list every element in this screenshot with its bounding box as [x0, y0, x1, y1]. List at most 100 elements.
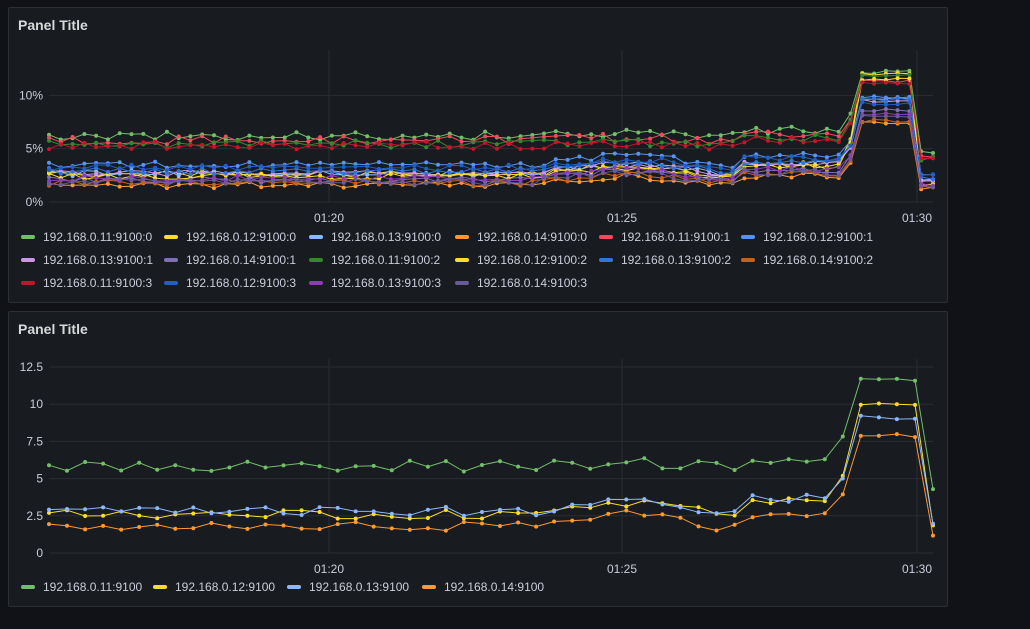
- legend-item[interactable]: 192.168.0.13:9100:1: [21, 253, 153, 267]
- legend-item[interactable]: 192.168.0.14:9100:0: [455, 230, 587, 244]
- legend-item[interactable]: 192.168.0.12:9100:1: [741, 230, 873, 244]
- data-point: [176, 178, 181, 183]
- data-point: [200, 179, 205, 184]
- data-point: [742, 176, 747, 181]
- data-point: [636, 159, 641, 164]
- data-point: [70, 165, 75, 169]
- data-point: [542, 165, 546, 170]
- data-point: [188, 134, 193, 139]
- data-point: [895, 96, 900, 101]
- data-point: [212, 166, 216, 170]
- data-point: [876, 415, 881, 420]
- data-point: [648, 140, 653, 144]
- legend-item[interactable]: 192.168.0.14:9100: [422, 580, 544, 594]
- data-point: [813, 162, 818, 167]
- legend-item[interactable]: 192.168.0.11:9100:2: [309, 253, 440, 267]
- data-point: [318, 135, 323, 140]
- legend-item[interactable]: 192.168.0.12:9100:2: [455, 253, 587, 267]
- data-point: [117, 131, 122, 136]
- legend-item[interactable]: 192.168.0.12:9100:0: [164, 230, 296, 244]
- panel-title[interactable]: Panel Title: [18, 17, 88, 33]
- data-point: [270, 169, 275, 174]
- data-point: [335, 505, 340, 510]
- data-point: [353, 464, 358, 469]
- data-point: [601, 156, 605, 161]
- data-point: [518, 178, 523, 183]
- legend-item[interactable]: 192.168.0.13:9100: [287, 580, 409, 594]
- data-point: [518, 181, 523, 186]
- legend-item[interactable]: 192.168.0.13:9100:3: [309, 276, 441, 290]
- series-line: [48, 79, 934, 158]
- data-point: [913, 402, 917, 407]
- data-point: [577, 162, 582, 167]
- data-point: [530, 172, 535, 177]
- data-point: [913, 435, 917, 440]
- data-point: [47, 160, 51, 165]
- data-point: [299, 513, 304, 517]
- data-point: [483, 173, 488, 178]
- data-point: [173, 463, 178, 468]
- legend-item[interactable]: 192.168.0.13:9100:2: [599, 253, 731, 267]
- data-point: [612, 151, 617, 156]
- data-point: [101, 461, 106, 466]
- data-point: [480, 521, 484, 526]
- data-point: [70, 183, 75, 188]
- data-point: [341, 165, 346, 169]
- data-point: [200, 182, 205, 187]
- legend-color-swatch: [164, 281, 178, 285]
- data-point: [227, 524, 232, 529]
- data-point: [801, 129, 806, 134]
- data-point: [82, 166, 87, 171]
- legend-item[interactable]: 192.168.0.11:9100:0: [21, 230, 152, 244]
- panel-title[interactable]: Panel Title: [18, 321, 88, 337]
- data-point: [425, 516, 430, 520]
- data-point: [883, 111, 888, 116]
- data-point: [164, 168, 169, 173]
- data-point: [245, 506, 250, 511]
- data-point: [730, 180, 735, 185]
- data-point: [365, 134, 370, 139]
- data-point: [47, 178, 51, 183]
- legend-label: 192.168.0.14:9100:2: [763, 253, 874, 267]
- data-point: [754, 155, 759, 160]
- data-point: [552, 509, 557, 514]
- data-point: [70, 145, 75, 150]
- legend-item[interactable]: 192.168.0.12:9100: [153, 580, 275, 594]
- data-point: [70, 169, 75, 174]
- legend-item[interactable]: 192.168.0.11:9100:1: [599, 230, 730, 244]
- data-point: [245, 513, 250, 518]
- data-point: [263, 522, 268, 527]
- data-point: [659, 156, 664, 161]
- legend-item[interactable]: 192.168.0.11:9100:3: [21, 276, 152, 290]
- legend-item[interactable]: 192.168.0.14:9100:3: [455, 276, 587, 290]
- data-point: [588, 502, 593, 507]
- legend-item[interactable]: 192.168.0.12:9100:3: [164, 276, 296, 290]
- data-point: [876, 433, 881, 438]
- data-point: [371, 509, 376, 514]
- data-point: [425, 464, 430, 469]
- data-point: [624, 161, 629, 165]
- data-point: [530, 133, 535, 137]
- data-point: [768, 501, 773, 506]
- legend-item[interactable]: 192.168.0.13:9100:0: [309, 230, 441, 244]
- data-point: [931, 151, 935, 155]
- data-point: [223, 181, 228, 186]
- data-point: [683, 179, 688, 183]
- legend-item[interactable]: 192.168.0.11:9100: [21, 580, 142, 594]
- data-point: [789, 175, 794, 180]
- data-point: [506, 141, 511, 146]
- data-point: [388, 171, 393, 176]
- data-point: [642, 513, 647, 518]
- data-point: [212, 133, 216, 138]
- data-point: [141, 162, 146, 167]
- data-point: [612, 173, 617, 178]
- data-point: [589, 175, 594, 180]
- data-point: [494, 167, 499, 172]
- legend-item[interactable]: 192.168.0.14:9100:2: [741, 253, 873, 267]
- data-point: [636, 141, 641, 146]
- data-point: [58, 182, 63, 187]
- legend-item[interactable]: 192.168.0.14:9100:1: [164, 253, 296, 267]
- data-point: [483, 140, 488, 145]
- data-point: [750, 498, 755, 503]
- data-point: [718, 166, 723, 171]
